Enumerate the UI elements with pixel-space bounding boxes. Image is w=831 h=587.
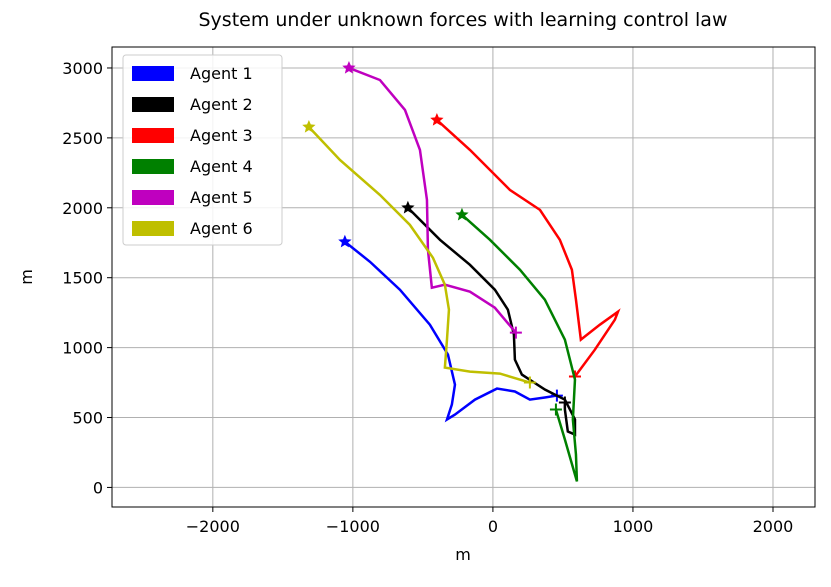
legend-label: Agent 4 <box>190 157 253 176</box>
trajectory <box>307 126 531 384</box>
trajectory <box>461 213 579 482</box>
trajectory <box>436 119 621 378</box>
x-tick-label: 0 <box>488 517 498 536</box>
legend-swatch <box>132 97 174 112</box>
trajectory <box>344 240 558 423</box>
start-marker <box>430 112 444 126</box>
x-axis-label: m <box>455 545 471 564</box>
y-tick-label: 500 <box>72 409 103 428</box>
legend-label: Agent 1 <box>190 64 253 83</box>
x-tick-label: 1000 <box>613 517 654 536</box>
y-tick-label: 2500 <box>62 129 103 148</box>
legend-swatch <box>132 221 174 236</box>
start-marker <box>342 60 356 74</box>
end-marker <box>509 326 522 339</box>
end-marker <box>523 376 536 389</box>
legend-swatch <box>132 66 174 81</box>
legend-swatch <box>132 128 174 143</box>
legend-swatch <box>132 190 174 205</box>
legend-swatch <box>132 159 174 174</box>
start-marker <box>338 234 352 248</box>
trajectory <box>407 206 577 437</box>
y-tick-label: 1500 <box>62 269 103 288</box>
start-marker <box>401 200 415 214</box>
x-tick-label: 2000 <box>753 517 794 536</box>
legend-label: Agent 6 <box>190 219 253 238</box>
y-tick-label: 2000 <box>62 199 103 218</box>
chart-title: System under unknown forces with learnin… <box>199 9 728 31</box>
legend-box <box>122 54 283 246</box>
y-tick-label: 3000 <box>62 59 103 78</box>
end-marker <box>549 403 562 416</box>
legend-label: Agent 2 <box>190 95 253 114</box>
y-axis-label: m <box>17 269 36 285</box>
x-tick-label: −2000 <box>186 517 240 536</box>
trajectory <box>348 66 517 334</box>
y-tick-label: 0 <box>93 478 103 497</box>
legend-label: Agent 5 <box>190 188 253 207</box>
end-marker <box>558 396 571 409</box>
plot-frame <box>111 46 816 508</box>
legend-label: Agent 3 <box>190 126 253 145</box>
x-tick-label: −1000 <box>326 517 380 536</box>
start-marker <box>302 119 316 133</box>
y-tick-label: 1000 <box>62 339 103 358</box>
start-marker <box>455 207 469 221</box>
